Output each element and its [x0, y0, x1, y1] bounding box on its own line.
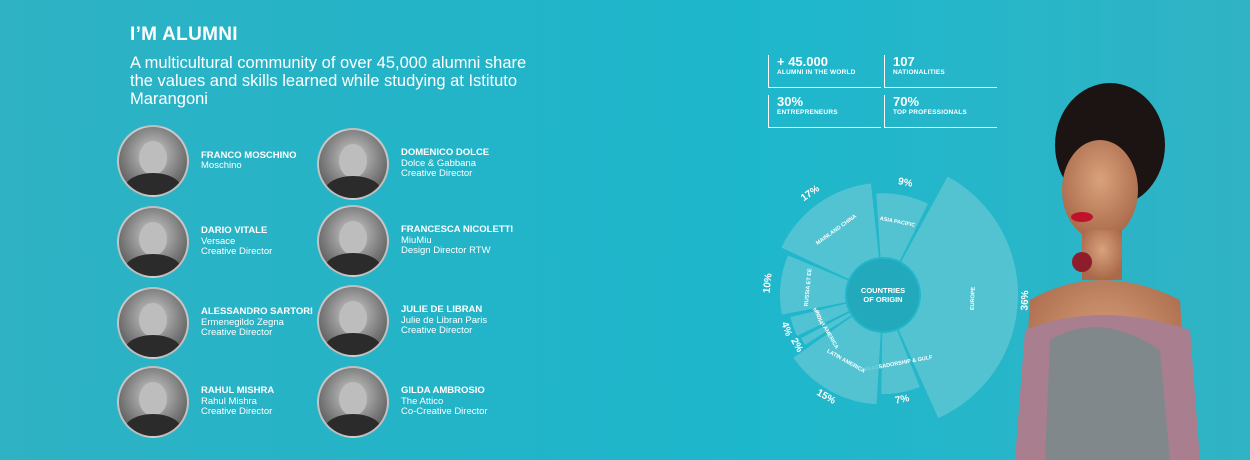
alumni-role: Ermenegildo Zegna	[201, 316, 284, 328]
alumni-role: Moschino	[201, 160, 242, 171]
alumni-role2: Creative Director	[201, 406, 273, 418]
segment-label: EUROPE	[970, 286, 977, 310]
stat-entrepreneurs: 30% ENTREPRENEURS	[768, 95, 881, 128]
alumni-card: FRANCO MOSCHINO Moschino	[117, 125, 297, 197]
alumni-role2: Creative Director	[401, 168, 473, 180]
alumni-name: ALESSANDRO SARTORI	[201, 306, 313, 318]
alumni-name: GILDA AMBROSIO	[401, 385, 485, 397]
chart-title: OF ORIGIN	[863, 295, 902, 304]
segment-value: 10%	[762, 273, 775, 294]
alumni-role: Versace	[201, 235, 236, 247]
avatar	[317, 128, 389, 200]
model-photo	[1015, 83, 1200, 460]
alumni-role: Rahul Mishra	[201, 395, 257, 407]
stat-label: NATIONALITIES	[893, 69, 945, 76]
intro-text: A multicultural community of over 45,000…	[130, 54, 527, 108]
chart-center	[847, 259, 919, 331]
alumni-role2: Creative Director	[201, 246, 273, 258]
alumni-card: JULIE DE LIBRAN Julie de Libran Paris Cr…	[317, 285, 487, 357]
segment-value: 36%	[1020, 290, 1032, 311]
avatar	[117, 366, 189, 438]
alumni-name: FRANCO MOSCHINO	[201, 149, 297, 161]
stat-label: ENTREPRENEURS	[777, 109, 838, 116]
segment-latin-america	[793, 316, 881, 405]
stat-nationalities: 107 NATIONALITIES	[884, 55, 997, 88]
alumni-role2: Creative Director	[201, 327, 273, 339]
alumni-role2: Creative Director	[401, 325, 473, 337]
segment-value: 17%	[799, 183, 822, 204]
stat-label: TOP PROFESSIONALS	[893, 109, 967, 116]
alumni-card: ALESSANDRO SARTORI Ermenegildo Zegna Cre…	[117, 287, 313, 359]
alumni-card: DOMENICO DOLCE Dolce & Gabbana Creative …	[317, 128, 489, 200]
avatar	[117, 206, 189, 278]
alumni-card: FRANCESCA NICOLETTI MiuMiu Design Direct…	[317, 205, 513, 277]
alumni-role: Dolce & Gabbana	[401, 157, 476, 169]
alumni-card: GILDA AMBROSIO The Attico Co-Creative Di…	[317, 366, 488, 438]
segment-ambassadorship-gulf	[881, 330, 920, 395]
alumni-role2: Design Director RTW	[401, 245, 491, 257]
segment-europe	[898, 176, 1018, 419]
segment-india	[790, 303, 849, 336]
segment-value: 7%	[894, 393, 910, 406]
segment-russia-et-ee	[780, 255, 848, 315]
alumni-role: The Attico	[401, 395, 444, 407]
alumni-role: MiuMiu	[401, 234, 432, 246]
chart-title: COUNTRIES	[861, 286, 905, 295]
segment-mainland-china	[781, 183, 879, 279]
alumni-role2: Co-Creative Director	[401, 406, 488, 418]
alumni-name: JULIE DE LIBRAN	[401, 304, 483, 316]
stat-value: + 45.000	[777, 54, 828, 69]
stat-professionals: 70% TOP PROFESSIONALS	[884, 95, 997, 128]
alumni-name: DARIO VITALE	[201, 225, 268, 237]
alumni-role: Julie de Libran Paris	[401, 314, 488, 326]
avatar	[317, 205, 389, 277]
stat-value: 30%	[777, 94, 804, 109]
avatar	[317, 366, 389, 438]
page-title: I’M ALUMNI	[130, 24, 238, 45]
alumni-name: RAHUL MISHRA	[201, 385, 275, 397]
avatar	[317, 285, 389, 357]
avatar	[117, 125, 189, 197]
segment-value: 9%	[897, 176, 913, 190]
stat-alumni: + 45.000 ALUMNI IN THE WORLD	[768, 55, 881, 88]
alumni-card: DARIO VITALE Versace Creative Director	[117, 206, 272, 278]
alumni-name: FRANCESCA NICOLETTI	[401, 224, 514, 236]
segment-label: RUSSIA ET EE	[804, 268, 814, 307]
segment-north-america	[801, 312, 851, 345]
alumni-name: DOMENICO DOLCE	[401, 147, 490, 159]
segment-asia-pacific	[876, 193, 928, 261]
segment-value: 4%	[779, 320, 794, 337]
avatar	[117, 287, 189, 359]
stat-value: 107	[893, 54, 915, 69]
stat-value: 70%	[893, 94, 920, 109]
stat-label: ALUMNI IN THE WORLD	[777, 69, 856, 76]
segment-label: INDIA	[813, 310, 824, 326]
alumni-card: RAHUL MISHRA Rahul Mishra Creative Direc…	[117, 366, 274, 438]
